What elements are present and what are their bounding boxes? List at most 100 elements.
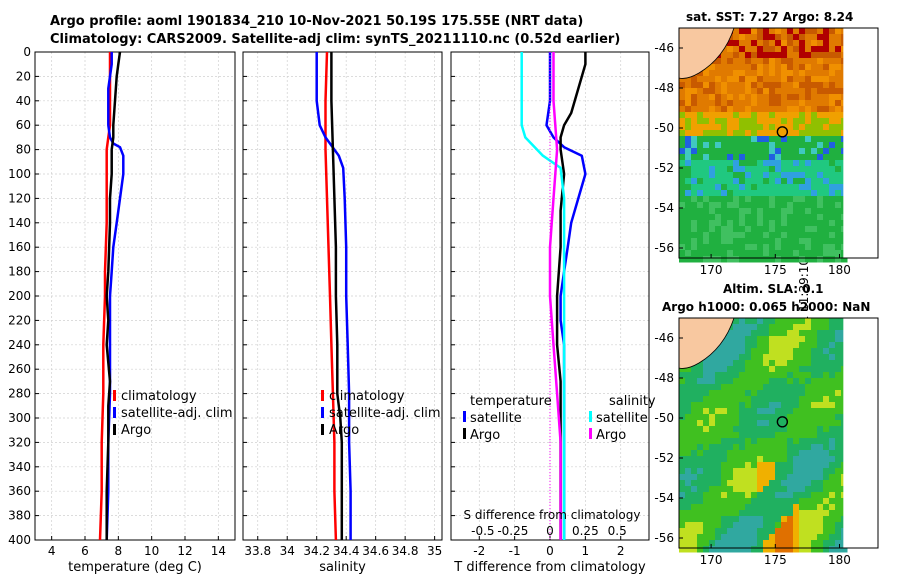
sst_map-cell: [691, 226, 698, 233]
sst_map-cell: [787, 94, 794, 101]
difference-xtick-label: 1: [582, 544, 590, 558]
sla_map-cell: [745, 408, 752, 415]
sst_map-cell: [793, 214, 800, 221]
sst_map-cell: [769, 100, 776, 107]
sla_map-cell: [727, 426, 734, 433]
sla_map-cell: [697, 372, 704, 379]
sla_map-cell: [793, 354, 800, 361]
sst_map-cell: [805, 232, 812, 239]
sla_map-cell: [793, 408, 800, 415]
sla_map-cell: [727, 402, 734, 409]
sst_map-cell: [715, 88, 722, 95]
sla_map-cell: [721, 444, 728, 451]
sst_map-cell: [823, 220, 830, 227]
sla_map-cell: [787, 336, 794, 343]
sla_map-ytick-label: -56: [654, 531, 674, 545]
sst_map-cell: [769, 130, 776, 137]
sla_map-cell: [763, 534, 770, 541]
sla_map-cell: [799, 432, 806, 439]
sst_map-cell: [805, 118, 812, 125]
sst_map-cell: [811, 220, 818, 227]
sla_map-cell: [763, 438, 770, 445]
sla_map-cell: [703, 546, 710, 553]
sst_map-cell: [829, 202, 836, 209]
sst_map-cell: [817, 28, 824, 35]
sla_map-cell: [751, 324, 758, 331]
sst_map-cell: [721, 220, 728, 227]
sst_map-cell: [691, 160, 698, 167]
sla_map-cell: [841, 546, 848, 553]
sla_map-cell: [835, 414, 842, 421]
sst_map-cell: [823, 196, 830, 203]
sla_map-cell: [787, 432, 794, 439]
sst_map-cell: [829, 46, 836, 53]
sla_map-cell: [751, 516, 758, 523]
sst_map-cell: [769, 214, 776, 221]
sst_map-cell: [709, 142, 716, 149]
sst_map-cell: [781, 34, 788, 41]
sla_map-cell: [787, 540, 794, 547]
sla_map-cell: [691, 444, 698, 451]
sla_map-cell: [781, 420, 788, 427]
sla_map-cell: [781, 354, 788, 361]
sst_map-cell: [727, 106, 734, 113]
depth-tick-label: 200: [8, 289, 31, 303]
sla_map-xtick-label: 175: [764, 553, 787, 567]
sla_map-cell: [811, 516, 818, 523]
sla_map-cell: [745, 402, 752, 409]
sla_map-cell: [793, 324, 800, 331]
sst_map-cell: [721, 106, 728, 113]
sst_map-cell: [715, 220, 722, 227]
sla_map-cell: [781, 444, 788, 451]
sst_map-cell: [733, 136, 740, 143]
sla_map-cell: [757, 378, 764, 385]
sst_map-cell: [709, 112, 716, 119]
sla_map-cell: [787, 354, 794, 361]
sla_map-cell: [727, 354, 734, 361]
sla_map-cell: [793, 396, 800, 403]
sst_map-cell: [721, 232, 728, 239]
sst_map-cell: [799, 118, 806, 125]
sst_map-cell: [733, 70, 740, 77]
sst_map-cell: [805, 100, 812, 107]
sst_map-cell: [769, 148, 776, 155]
sst_map-cell: [739, 130, 746, 137]
sst_map-cell: [823, 226, 830, 233]
sla_map-cell: [679, 486, 686, 493]
sla_map-cell: [799, 534, 806, 541]
sla_map-cell: [727, 408, 734, 415]
sla_map-cell: [679, 414, 686, 421]
sla_map-cell: [817, 480, 824, 487]
sst_map-cell: [805, 58, 812, 65]
sst_map-cell: [751, 166, 758, 173]
sla_map-cell: [787, 408, 794, 415]
sla_map-ytick-label: -52: [654, 451, 674, 465]
sla_map-cell: [763, 510, 770, 517]
sst_map-cell: [769, 70, 776, 77]
sla_map-cell: [817, 342, 824, 349]
sla_map-cell: [787, 486, 794, 493]
sla_map-cell: [715, 534, 722, 541]
sla_map-cell: [685, 486, 692, 493]
sla_map-cell: [715, 546, 722, 553]
sst_map-cell: [829, 112, 836, 119]
sla_map-cell: [829, 534, 836, 541]
sst_map-cell: [721, 166, 728, 173]
sla_map-cell: [799, 336, 806, 343]
sla_map-cell: [715, 426, 722, 433]
sla_map-cell: [781, 450, 788, 457]
sst_map-cell: [805, 196, 812, 203]
sst_map-cell: [787, 40, 794, 47]
sst_map-cell: [781, 250, 788, 257]
sla_map-cell: [715, 414, 722, 421]
depth-tick-label: 400: [8, 533, 31, 547]
sla_map-cell: [829, 348, 836, 355]
sla_map-cell: [829, 336, 836, 343]
sst_map-cell: [685, 244, 692, 251]
sla_map-cell: [727, 420, 734, 427]
salinity-xlabel: salinity: [319, 560, 366, 575]
sst_map-cell: [763, 130, 770, 137]
sla_map-cell: [763, 528, 770, 535]
sla_map-argo-marker: [776, 416, 789, 428]
sla_map-cell: [751, 330, 758, 337]
